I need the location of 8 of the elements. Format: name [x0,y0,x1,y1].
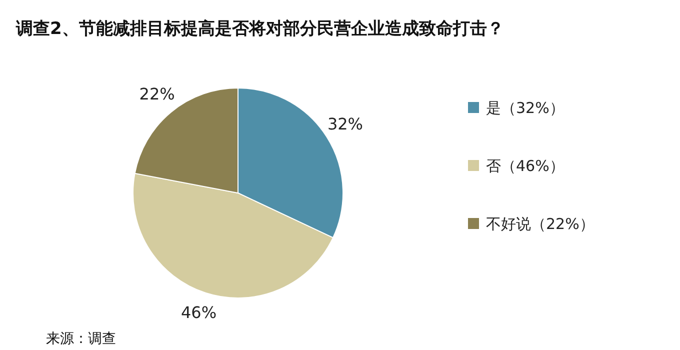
legend-label: 是（32%） [486,99,564,117]
legend-label: 否（46%） [486,157,564,175]
chart-title: 调查2、节能减排目标提高是否将对部分民营企业造成致命打击？ [15,19,504,39]
legend-label: 不好说（22%） [486,215,594,233]
data-label: 32% [327,114,364,134]
source-note: 来源：调查 [46,331,116,347]
data-label: 22% [139,84,175,104]
data-label: 46% [180,303,217,322]
